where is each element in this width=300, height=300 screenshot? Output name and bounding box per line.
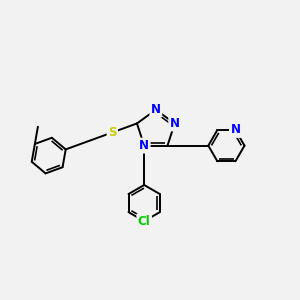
Text: S: S [108,126,117,139]
Text: N: N [139,139,149,152]
Text: N: N [230,124,240,136]
Text: Cl: Cl [138,215,151,228]
Text: N: N [170,117,180,130]
Text: N: N [151,103,161,116]
